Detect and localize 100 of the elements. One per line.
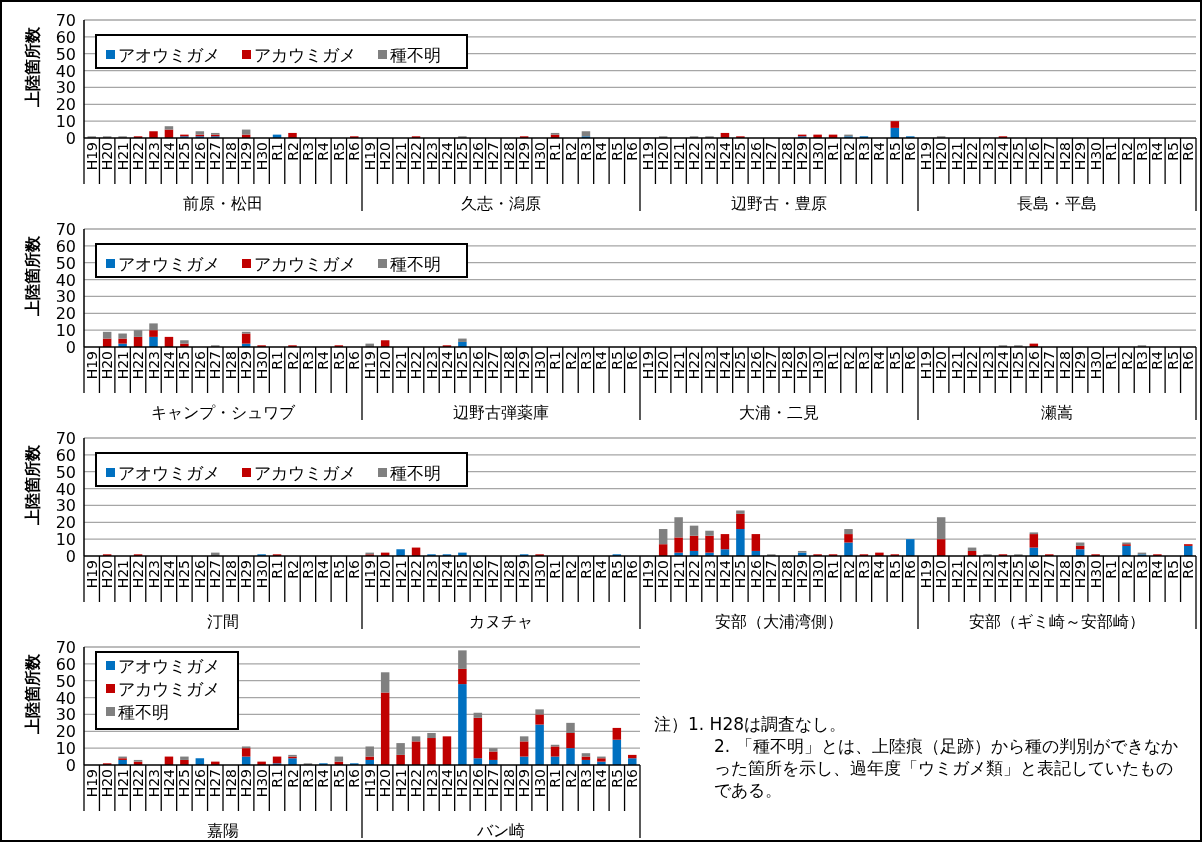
y-tick-label: 40 [55, 61, 76, 81]
x-tick-label: H23 [979, 351, 996, 380]
x-tick-label: R4 [315, 141, 332, 161]
x-tick-label: R6 [624, 559, 641, 579]
x-tick-label: R6 [624, 768, 641, 788]
x-tick-label: H29 [794, 142, 811, 171]
x-tick-label: H22 [964, 351, 981, 380]
y-tick-label: 60 [55, 654, 76, 674]
x-tick-label: H19 [83, 351, 100, 380]
x-tick-label: H22 [408, 560, 425, 589]
x-tick-label: H19 [639, 142, 656, 171]
x-tick-label: H22 [130, 351, 147, 380]
x-tick-label: H21 [114, 769, 131, 798]
x-tick-label: H28 [778, 560, 795, 589]
x-tick-label: H30 [531, 142, 548, 171]
x-tick-label: H27 [485, 142, 502, 171]
x-tick-label: H22 [130, 769, 147, 798]
x-tick-label: R5 [608, 142, 625, 161]
text: 瀬嵩 [1041, 403, 1073, 422]
x-tick-label: H24 [438, 768, 455, 798]
x-tick-label: R1 [547, 560, 564, 579]
x-tick-label: H30 [531, 769, 548, 798]
x-tick-label: H24 [994, 141, 1011, 171]
x-tick-label: H21 [392, 769, 409, 798]
x-tick-label: H27 [207, 351, 224, 380]
y-tick-label: 20 [55, 304, 76, 324]
x-tick-label: H20 [377, 351, 394, 380]
y-tick-label: 70 [55, 11, 76, 30]
legend-label: アオウミガメ [118, 463, 220, 483]
x-tick-label: H20 [99, 560, 116, 589]
x-tick-label: H19 [639, 351, 656, 380]
x-tick-label: H30 [531, 351, 548, 380]
x-tick-label: H29 [1072, 142, 1089, 171]
x-tick-label: H25 [176, 560, 193, 589]
x-tick-label: R3 [1133, 142, 1150, 161]
text: 注）1. H28は調査なし。 [654, 713, 848, 735]
x-tick-label: R6 [346, 141, 363, 161]
x-tick-label: H27 [485, 560, 502, 589]
y-tick-label: 0 [65, 129, 76, 148]
x-tick-label: H21 [948, 142, 965, 171]
x-tick-label: H29 [238, 769, 255, 798]
x-tick-label: H23 [701, 142, 718, 171]
text: 嘉陽 [207, 821, 239, 840]
x-tick-label: H26 [747, 559, 764, 589]
x-tick-label: H19 [361, 769, 378, 798]
x-tick-label: R6 [624, 141, 641, 161]
x-tick-label: R3 [577, 560, 594, 579]
x-tick-label: R4 [315, 350, 332, 370]
y-tick-label: 50 [55, 44, 76, 64]
x-tick-label: R5 [330, 769, 347, 788]
x-tick-label: H28 [500, 351, 517, 380]
x-tick-label: R6 [1180, 141, 1197, 161]
x-tick-label: R2 [1118, 142, 1135, 161]
x-tick-label: H28 [222, 142, 239, 171]
x-tick-label: H19 [639, 560, 656, 589]
x-tick-label: H25 [732, 560, 749, 589]
x-tick-label: H28 [222, 351, 239, 380]
x-tick-label: R3 [1133, 560, 1150, 579]
x-tick-label: H24 [716, 141, 733, 171]
x-tick-label: H26 [747, 350, 764, 380]
text: 2. 「種不明」とは、上陸痕（足跡）から種の判別ができなかった箇所を示し、過年度「ウミガメ類」と表記していたものである。 [713, 735, 1179, 801]
x-tick-label: H27 [763, 351, 780, 380]
y-tick-label: 0 [65, 338, 76, 357]
y-tick-label: 0 [65, 547, 76, 566]
x-tick-label: H29 [516, 351, 533, 380]
x-tick-label: H28 [222, 769, 239, 798]
y-axis-title: 上陸箇所数 [23, 26, 42, 109]
x-tick-label: H29 [1072, 560, 1089, 589]
x-tick-label: H29 [1072, 351, 1089, 380]
x-tick-label: H24 [160, 559, 177, 589]
x-tick-label: H19 [361, 142, 378, 171]
x-tick-label: H19 [83, 560, 100, 589]
x-tick-label: H26 [1025, 350, 1042, 380]
x-tick-label: H19 [83, 142, 100, 171]
x-tick-label: H29 [516, 142, 533, 171]
x-tick-label: R6 [346, 350, 363, 370]
x-tick-label: H20 [99, 351, 116, 380]
x-tick-label: H26 [1025, 559, 1042, 589]
x-tick-label: H19 [361, 560, 378, 589]
x-tick-label: H21 [114, 142, 131, 171]
x-tick-label: H23 [423, 560, 440, 589]
x-tick-label: H22 [408, 142, 425, 171]
x-tick-label: H22 [686, 560, 703, 589]
x-tick-label: H25 [732, 142, 749, 171]
x-tick-label: H29 [794, 560, 811, 589]
x-tick-label: H27 [207, 560, 224, 589]
x-tick-label: H20 [99, 769, 116, 798]
x-tick-label: H27 [485, 351, 502, 380]
legend-label: 種不明 [390, 45, 441, 65]
x-tick-label: H26 [191, 768, 208, 798]
x-tick-label: H28 [778, 351, 795, 380]
x-tick-label: R4 [593, 350, 610, 370]
x-tick-label: R4 [1149, 559, 1166, 579]
legend-label: 種不明 [118, 702, 169, 722]
x-tick-label: R1 [269, 351, 286, 370]
x-tick-label: H26 [469, 350, 486, 380]
x-tick-label: H23 [979, 560, 996, 589]
x-tick-label: H23 [145, 769, 162, 798]
legend-label: アカウミガメ [254, 463, 356, 483]
x-tick-label: R3 [855, 142, 872, 161]
